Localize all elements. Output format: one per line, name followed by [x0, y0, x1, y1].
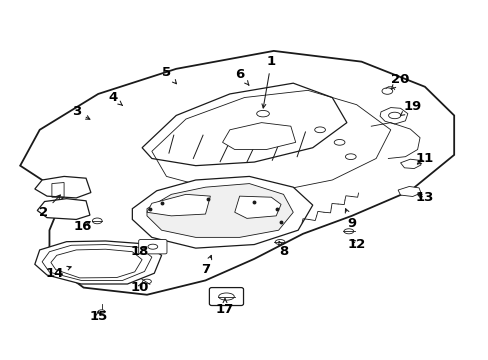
Text: 2: 2 [39, 195, 60, 219]
Polygon shape [147, 184, 293, 237]
Polygon shape [35, 241, 161, 284]
Polygon shape [222, 123, 295, 149]
Polygon shape [142, 83, 346, 166]
Text: 15: 15 [89, 310, 107, 323]
Polygon shape [397, 186, 420, 197]
Polygon shape [147, 194, 210, 216]
Text: 11: 11 [415, 152, 433, 165]
Text: 7: 7 [201, 255, 211, 276]
Text: 8: 8 [278, 241, 287, 258]
Text: 12: 12 [347, 238, 365, 251]
Text: 20: 20 [390, 73, 409, 89]
FancyBboxPatch shape [209, 288, 243, 306]
FancyBboxPatch shape [139, 239, 166, 254]
Polygon shape [400, 159, 420, 168]
Polygon shape [35, 176, 91, 198]
Text: 17: 17 [215, 299, 234, 316]
Text: 13: 13 [415, 192, 433, 204]
Polygon shape [37, 199, 90, 220]
Text: 6: 6 [235, 68, 248, 85]
Text: 18: 18 [130, 245, 148, 258]
Text: 10: 10 [130, 281, 148, 294]
Text: 16: 16 [73, 220, 92, 233]
Text: 3: 3 [72, 105, 90, 119]
Text: 9: 9 [345, 209, 356, 230]
Text: 19: 19 [400, 100, 421, 116]
Polygon shape [20, 51, 453, 295]
Polygon shape [234, 196, 281, 219]
Text: 14: 14 [45, 266, 71, 280]
Text: 5: 5 [162, 66, 176, 84]
Polygon shape [379, 108, 407, 124]
Text: 1: 1 [262, 55, 275, 108]
Text: 4: 4 [108, 91, 122, 105]
Polygon shape [132, 176, 312, 248]
